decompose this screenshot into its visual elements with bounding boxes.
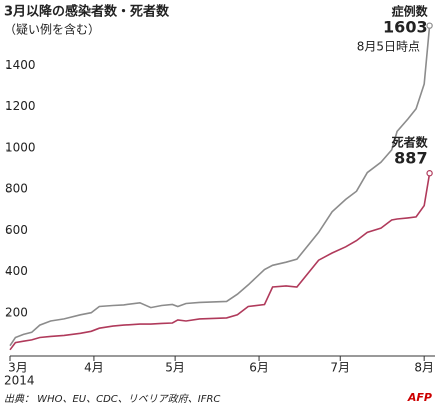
y-tick-label: 600 [5, 223, 28, 237]
legend-label: 症例数 [392, 4, 429, 19]
y-tick-label: 1200 [5, 99, 36, 113]
y-tick-label: 1000 [5, 140, 36, 154]
x-tick-label: 7月 [330, 361, 350, 375]
x-tick-label: 5月 [165, 361, 185, 375]
series-line [9, 25, 431, 347]
value-label: 1603 [383, 18, 428, 37]
legend-label: 死者数 [392, 135, 429, 150]
end-point [426, 22, 433, 29]
series-line [9, 173, 431, 351]
x-tick-label: 8月 [414, 361, 434, 375]
value-label: 887 [394, 149, 427, 168]
end-point [426, 170, 433, 177]
x-sublabel: 2014 [4, 374, 35, 388]
y-tick-label: 400 [5, 264, 28, 278]
chart-title: 3月以降の感染者数・死者数 [4, 4, 170, 20]
source: 出典： WHO、EU、CDC、リベリア政府、IFRC [4, 393, 220, 405]
logo-box [397, 389, 434, 405]
chart-subtitle: （疑い例を含む） [4, 22, 100, 37]
y-tick-label: 800 [5, 182, 28, 196]
x-tick-label: 3月 [8, 361, 28, 375]
x-tick-label: 6月 [249, 361, 269, 375]
annotation: 8月5日時点 [357, 40, 420, 54]
x-tick-label: 4月 [84, 361, 104, 375]
y-tick-label: 200 [5, 305, 28, 319]
y-tick-label: 1400 [5, 58, 36, 72]
logo: AFP [407, 391, 432, 404]
